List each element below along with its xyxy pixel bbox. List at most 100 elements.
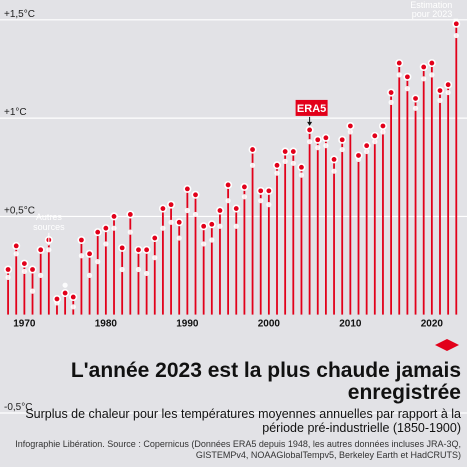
era5-point: [158, 204, 167, 213]
other-source-point: [160, 225, 166, 231]
x-tick-label: 2000: [258, 319, 281, 330]
other-source-point: [445, 89, 451, 96]
era5-point: [346, 121, 355, 130]
other-source-point: [62, 282, 68, 288]
era5-point: [85, 249, 94, 258]
chart-title: L'année 2023 est la plus chaude jamais e…: [70, 359, 461, 404]
other-source-point: [315, 145, 321, 151]
other-source-point: [86, 272, 93, 278]
era5-point: [395, 59, 404, 68]
era5-point: [248, 145, 257, 154]
other-source-point: [282, 158, 288, 164]
other-source-point: [396, 72, 402, 78]
other-source-point: [233, 223, 239, 229]
other-source-point: [266, 202, 272, 208]
other-source-point: [323, 143, 329, 149]
source-credit: Infographie Libération. Source : Coperni…: [15, 439, 461, 460]
other-source-point: [103, 241, 109, 247]
other-source-point: [453, 32, 459, 39]
x-tick-label: 2010: [339, 319, 362, 330]
era5-point: [338, 135, 347, 144]
other-source-point: [372, 139, 378, 145]
other-source-point: [111, 225, 117, 231]
other-source-point: [29, 288, 36, 294]
x-tick-label: 1990: [176, 319, 199, 330]
other-source-point: [192, 211, 199, 218]
era5-point: [69, 293, 78, 302]
era5-point: [142, 245, 151, 254]
other-source-point: [135, 266, 142, 273]
other-source-point: [95, 259, 101, 265]
other-source-point: [388, 99, 394, 105]
era5-point: [199, 222, 208, 231]
era5-point: [101, 224, 110, 233]
estimation-arrow-head: [453, 18, 459, 22]
y-tick-label: +0,5°C: [4, 205, 35, 216]
other-source-point: [184, 207, 190, 214]
era5-point: [313, 135, 322, 144]
chart-subtitle: Surplus de chaleur pour les températures…: [25, 407, 461, 435]
era5-point: [354, 151, 363, 160]
other-source-point: [119, 266, 125, 273]
era5-point: [207, 220, 216, 229]
era5-point: [435, 86, 444, 95]
y-tick-label: +1,5°C: [4, 9, 35, 20]
x-tick-label: 1980: [95, 319, 118, 330]
era5-point: [232, 204, 241, 213]
other-source-point: [127, 229, 133, 235]
era5-point: [330, 155, 339, 164]
autres-sources-label: Autres: [36, 212, 63, 222]
era5-point: [305, 125, 314, 134]
era5-point: [134, 245, 143, 254]
era5-point: [387, 88, 396, 97]
era5-point: [256, 186, 265, 195]
era5-point: [297, 163, 306, 172]
era5-point: [20, 259, 29, 268]
y-tick-label: +1°C: [4, 107, 27, 118]
era5-point: [191, 190, 200, 199]
other-source-point: [347, 129, 353, 135]
era5-point: [77, 236, 86, 245]
liberation-logo-icon: [435, 339, 459, 345]
era5-point: [118, 243, 127, 252]
other-source-point: [429, 72, 435, 78]
other-source-point: [5, 274, 11, 280]
era5-point: [215, 206, 224, 215]
era5-point: [289, 147, 298, 156]
other-source-point: [201, 241, 207, 247]
other-source-point: [241, 194, 248, 200]
era5-point: [224, 180, 233, 189]
other-source-point: [21, 268, 27, 275]
other-source-point: [38, 272, 44, 278]
era5-point: [36, 245, 45, 254]
era5-point: [240, 182, 249, 191]
other-source-point: [209, 237, 215, 243]
other-source-point: [78, 253, 85, 259]
liberation-logo-icon-lower: [435, 345, 459, 351]
era5-point: [452, 19, 461, 28]
x-tick-label: 2020: [421, 319, 444, 330]
era5-point: [61, 289, 70, 298]
era5-label-box: [295, 99, 328, 116]
era5-arrow-head: [307, 121, 313, 126]
era5-point: [273, 161, 282, 170]
other-source-point: [298, 172, 305, 178]
other-source-point: [152, 255, 158, 261]
era5-point: [427, 59, 436, 68]
era5-point: [52, 294, 61, 303]
era5-point: [175, 218, 184, 227]
era5-point: [4, 265, 13, 274]
other-source-point: [46, 247, 52, 253]
other-source-point: [249, 162, 256, 168]
era5-point: [419, 63, 428, 72]
era5-point: [167, 200, 176, 209]
other-source-point: [421, 76, 427, 82]
era5-point: [444, 80, 453, 89]
era5-point: [403, 72, 412, 81]
other-source-point: [290, 160, 296, 166]
other-source-point: [331, 168, 337, 174]
other-source-point: [176, 235, 182, 241]
era5-point: [321, 133, 330, 142]
other-source-point: [412, 105, 419, 111]
